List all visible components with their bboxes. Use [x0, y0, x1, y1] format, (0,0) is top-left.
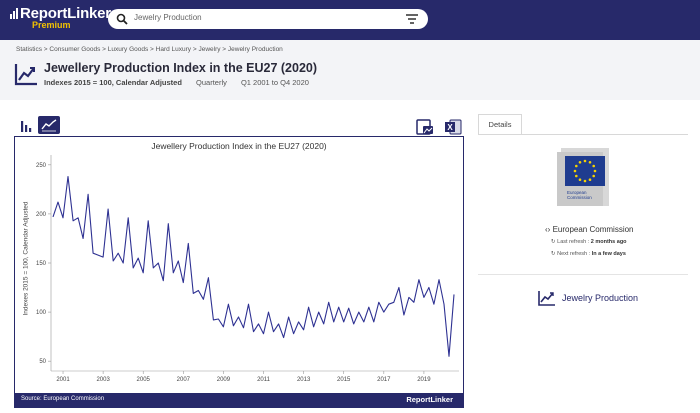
line-chart: 50 100 150 200 250 2001 2003 2005 2007 2009 2011 20… [36, 155, 459, 383]
brand-premium: Premium [32, 20, 71, 30]
european-commission-logo: European Commission [557, 148, 609, 206]
tab-details[interactable]: Details [478, 114, 522, 134]
provider-name[interactable]: ‹› European Commission [545, 225, 634, 234]
x-tick-label: 2005 [137, 377, 151, 383]
last-refresh-value: 2 months ago [590, 239, 627, 245]
trend-chart-icon [538, 291, 555, 306]
y-tick-label: 150 [36, 261, 47, 267]
next-refresh-value: In a few days [591, 251, 626, 257]
chart-source: Source: European Commission [21, 396, 105, 402]
next-refresh-label: Next refresh : [557, 251, 591, 257]
unit-label: Indexes 2015 = 100, Calendar Adjusted [44, 78, 182, 87]
x-tick-label: 2003 [96, 377, 110, 383]
breadcrumb[interactable]: Statistics > Consumer Goods > Luxury Goo… [16, 46, 283, 53]
download-image-button[interactable] [414, 118, 436, 136]
filter-icon[interactable] [406, 14, 418, 24]
y-tick-label: 250 [36, 163, 47, 169]
x-tick-label: 2013 [297, 377, 311, 383]
line-chart-icon [14, 64, 37, 86]
search-bar[interactable]: Jewelry Production [108, 9, 428, 29]
y-tick-label: 200 [36, 212, 47, 218]
period-label: Q1 2001 to Q4 2020 [240, 78, 309, 87]
reportlinker-logo[interactable]: ReportLinker Premium [10, 5, 111, 30]
bar-chart-view-button[interactable] [16, 117, 38, 135]
series-meta: Indexes 2015 = 100, Calendar Adjusted Qu… [44, 78, 321, 87]
y-tick-label: 100 [36, 310, 47, 316]
page-header: Statistics > Consumer Goods > Luxury Goo… [0, 40, 700, 100]
logo-bars-icon [10, 8, 18, 19]
last-refresh-label: Last refresh : [557, 239, 590, 245]
top-bar: ReportLinker Premium Jewelry Production [0, 0, 700, 40]
download-excel-button[interactable]: X [442, 118, 464, 136]
ec-logo-text-1: European [567, 190, 587, 195]
provider-label: European Commission [552, 225, 634, 234]
footer-logo: ReportLinker [406, 395, 453, 404]
y-tick-label: 50 [39, 359, 46, 365]
x-tick-label: 2017 [377, 377, 391, 383]
x-tick-label: 2009 [217, 377, 231, 383]
x-tick-label: 2015 [337, 377, 351, 383]
related-topic-link[interactable]: Jewelry Production [538, 290, 638, 306]
x-tick-label: 2007 [177, 377, 191, 383]
series-line[interactable] [52, 176, 455, 357]
x-tick-label: 2001 [56, 377, 70, 383]
chart-panel: Jewellery Production Index in the EU27 (… [14, 136, 464, 408]
frequency-label: Quarterly [196, 78, 227, 87]
tab-divider [478, 134, 688, 135]
code-icon: ‹› [545, 225, 551, 234]
x-tick-label: 2011 [257, 377, 271, 383]
brand-name: ReportLinker [20, 5, 111, 22]
line-chart-view-button[interactable] [38, 116, 60, 134]
refresh-icon: ↻ [551, 239, 556, 245]
refresh-icon: ↻ [551, 251, 556, 257]
ec-logo-text-2: Commission [567, 195, 592, 200]
chart-title: Jewellery Production Index in the EU27 (… [151, 141, 327, 151]
last-refresh: ↻ Last refresh : 2 months ago [551, 239, 627, 245]
page-title: Jewellery Production Index in the EU27 (… [44, 61, 318, 75]
x-tick-label: 2019 [417, 377, 431, 383]
chart-footer: Source: European Commission ReportLinker [15, 393, 463, 407]
svg-text:X: X [447, 123, 453, 132]
next-refresh: ↻ Next refresh : In a few days [551, 251, 626, 257]
search-input[interactable]: Jewelry Production [134, 13, 202, 22]
search-icon [116, 13, 128, 25]
details-divider [478, 274, 688, 275]
related-topic-label: Jewelry Production [562, 293, 639, 303]
y-axis-label: Indexes 2015 = 100, Calendar Adjusted [22, 201, 30, 316]
